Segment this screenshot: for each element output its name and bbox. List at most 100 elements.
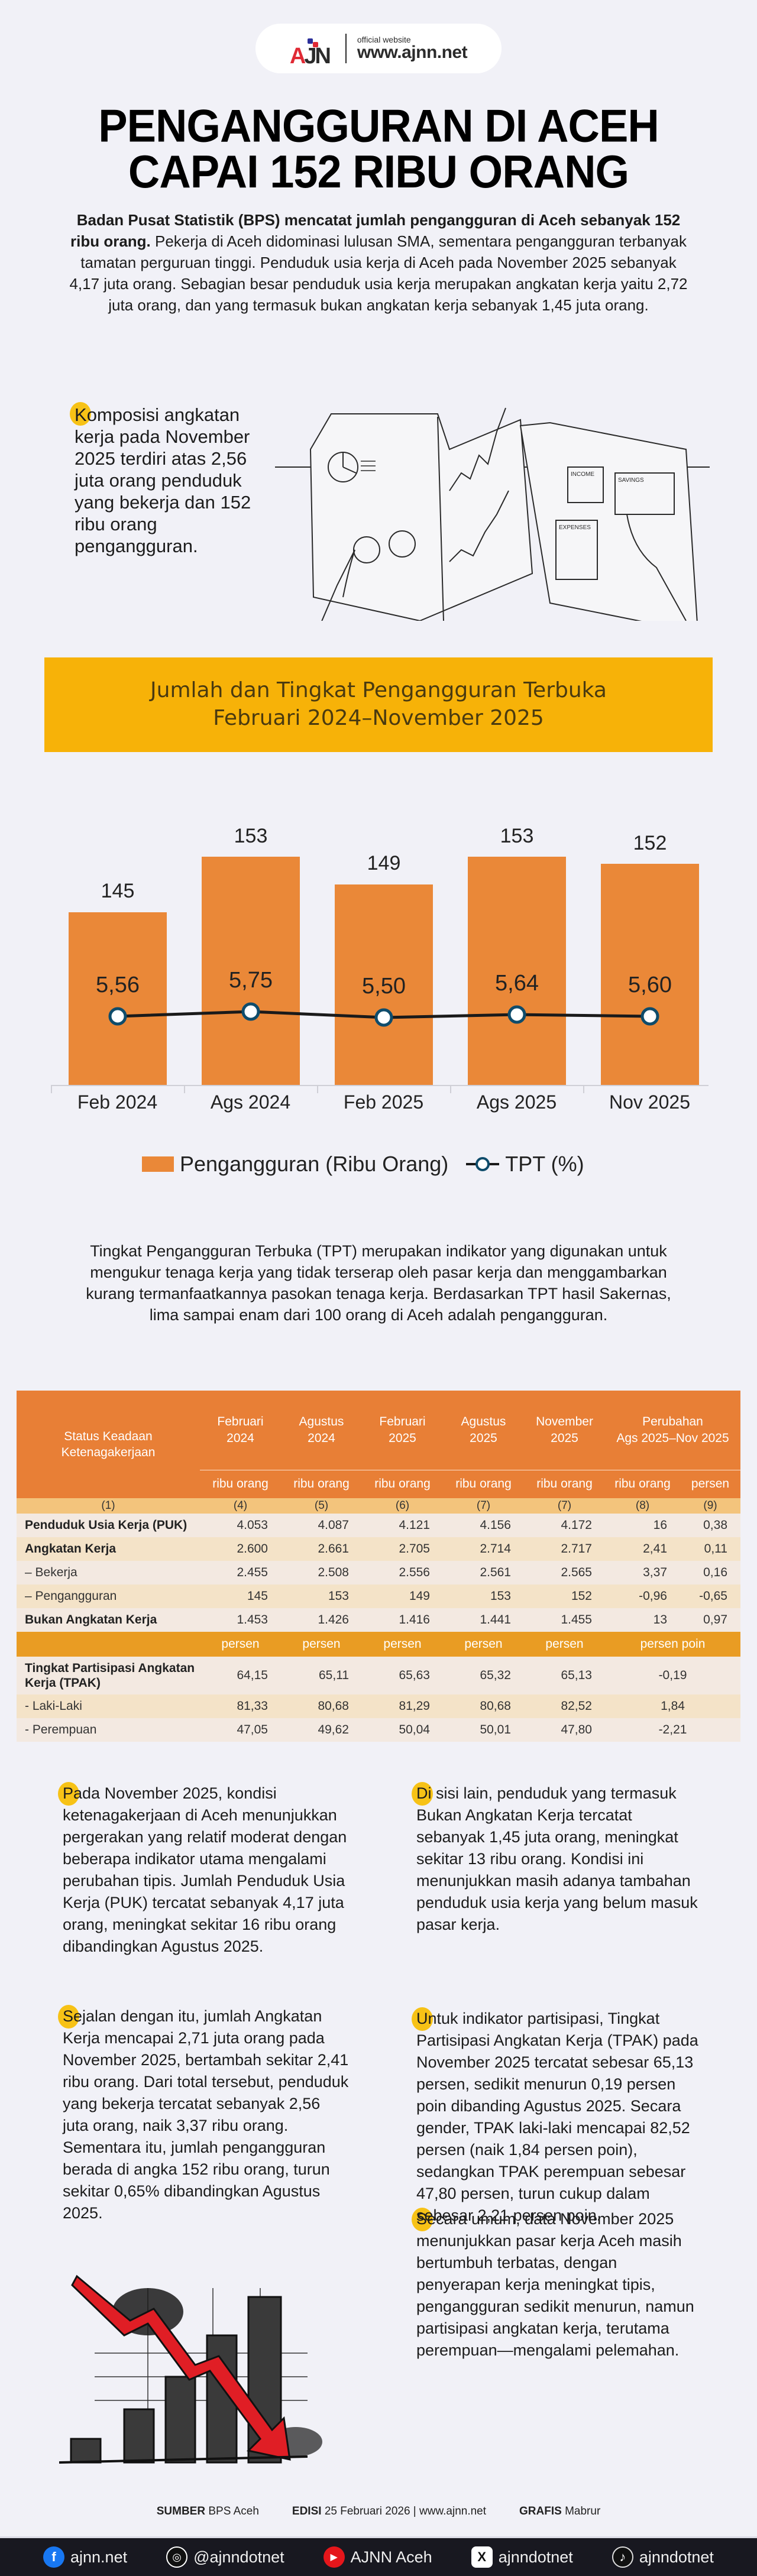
table-row: - Perempuan 47,05 49,62 50,04 50,01 47,80 -2,… <box>17 1718 740 1742</box>
highlight-dot-icon: K <box>75 404 87 425</box>
table-row: – Bekerja 2.455 2.508 2.556 2.561 2.565 3,37 0… <box>17 1561 740 1585</box>
header-period: Februari 2024 <box>217 1415 264 1445</box>
logo-divider <box>345 34 347 63</box>
tpt-marker <box>640 1007 659 1026</box>
chart-legend: Pengangguran (Ribu Orang) TPT (%) <box>142 1152 584 1177</box>
header-period: Februari 2025 <box>379 1415 426 1445</box>
column-number: (5) <box>281 1498 362 1514</box>
svg-text:SAVINGS: SAVINGS <box>618 477 644 484</box>
header-period: November 2025 <box>536 1415 593 1445</box>
unit-label: ribu orang <box>524 1469 605 1498</box>
x-tick-label: Nov 2025 <box>609 1091 690 1113</box>
credits-bar: SUMBER BPS Aceh EDISI 25 Februari 2026 |… <box>0 2505 757 2518</box>
chart-title: Jumlah dan Tingkat Pengangguran Terbuka <box>150 678 607 703</box>
line-marker-icon <box>466 1157 500 1171</box>
column-number: (8) <box>605 1498 680 1514</box>
credit-source: SUMBER BPS Aceh <box>156 2505 259 2517</box>
tpt-marker <box>241 1002 260 1021</box>
paragraph-puk: Pada November 2025, kondisi ketenagakerj… <box>63 1784 347 1955</box>
labor-stats-table: Status Keadaan Ketenagakerjaan Februari 2… <box>17 1391 740 1742</box>
highlight-dot-icon: D <box>416 1784 428 1802</box>
bar-feb-2024 <box>69 912 167 1085</box>
paragraph-tpak: Untuk indikator partisipasi, Tingkat Par… <box>416 2010 698 2224</box>
paragraph-summary: Secara umum, data November 2025 menunjuk… <box>416 2210 694 2359</box>
bar-value-label: 145 <box>101 880 135 902</box>
tpt-value-label: 5,64 <box>495 971 539 996</box>
credit-graphics: GRAFIS Mabrur <box>519 2505 601 2517</box>
instagram-icon: ◎ <box>166 2546 188 2568</box>
unit-label: persen <box>680 1469 740 1498</box>
table-row: Penduduk Usia Kerja (PUK) 4.053 4.087 4.12… <box>17 1514 740 1537</box>
youtube-icon: ▶ <box>323 2546 345 2568</box>
table-row: - Laki-Laki 81,33 80,68 81,29 80,68 82,52 1,8… <box>17 1694 740 1718</box>
bar-ags-2024 <box>202 857 300 1085</box>
header-period: Agustus 2025 <box>461 1415 506 1445</box>
column-number: (4) <box>200 1498 281 1514</box>
table-row: – Pengangguran 145 153 149 153 152 -0,96 -0,65 <box>17 1585 740 1608</box>
header-period: Agustus 2024 <box>299 1415 344 1445</box>
column-number: (1) <box>17 1498 200 1514</box>
bar-value-label: 153 <box>500 825 534 847</box>
highlight-dot-icon: S <box>416 2210 428 2228</box>
highlight-dot-icon: P <box>63 1784 74 1802</box>
tpt-value-label: 5,60 <box>628 973 672 997</box>
social-links-bar: f ajnn.net ◎ @ajnndotnet ▶ AJNN Aceh X a… <box>0 2536 757 2576</box>
declining-chart-illustration <box>59 2274 322 2464</box>
x-axis <box>51 1085 709 1086</box>
tpt-explainer: Tingkat Pengangguran Terbuka (TPT) merup… <box>86 1242 671 1324</box>
unit-label: ribu orang <box>200 1469 281 1498</box>
logo-url: www.ajnn.net <box>357 43 468 62</box>
social-link-x[interactable]: X ajnndotnet <box>471 2546 573 2568</box>
column-number: (6) <box>362 1498 443 1514</box>
svg-text:EXPENSES: EXPENSES <box>559 524 591 531</box>
social-link-instagram[interactable]: ◎ @ajnndotnet <box>166 2546 284 2568</box>
intro-paragraph: Badan Pusat Statistik (BPS) mencatat jum… <box>65 209 692 316</box>
paragraph-bukan-angkatan-kerja: Di sisi lain, penduduk yang termasuk Buk… <box>416 1784 698 1933</box>
table-row: Bukan Angkatan Kerja 1.453 1.426 1.416 1.44… <box>17 1608 740 1632</box>
logo-tagline: official website <box>357 35 411 44</box>
svg-text:INCOME: INCOME <box>571 471 594 478</box>
bar-feb-2025 <box>335 884 433 1085</box>
tiktok-icon: ♪ <box>612 2546 633 2568</box>
page-title: PENGANGGURAN DI ACEH CAPAI 152 RIBU ORAN… <box>0 103 757 195</box>
intro-lead: Badan Pusat Statistik (BPS) mencatat jum… <box>70 211 681 250</box>
column-number: (9) <box>680 1498 740 1514</box>
komposisi-callout: Komposisi angkatan kerja pada November 2… <box>75 404 264 557</box>
unit-label: ribu orang <box>443 1469 524 1498</box>
facebook-icon: f <box>43 2546 64 2568</box>
legend-item-bars: Pengangguran (Ribu Orang) <box>142 1152 448 1177</box>
highlight-dot-icon: U <box>416 2010 428 2027</box>
unit-label: ribu orang <box>362 1469 443 1498</box>
tpt-value-label: 5,56 <box>96 973 140 997</box>
title-line-1: PENGANGGURAN DI ACEH <box>98 100 659 152</box>
ajnn-logo-icon: AJN <box>290 31 335 69</box>
chart-subtitle: Februari 2024–November 2025 <box>213 706 544 730</box>
tpt-marker <box>374 1008 393 1027</box>
bar-value-label: 152 <box>633 832 667 854</box>
legend-item-line: TPT (%) <box>466 1152 584 1177</box>
social-link-facebook[interactable]: f ajnn.net <box>43 2546 127 2568</box>
x-tick-label: Feb 2024 <box>77 1091 158 1113</box>
komposisi-text: omposisi angkatan kerja pada November 20… <box>75 404 251 556</box>
bar-swatch-icon <box>142 1156 174 1172</box>
bar-value-label: 153 <box>234 825 268 847</box>
tpt-marker <box>108 1007 127 1026</box>
unit-label: ribu orang <box>281 1469 362 1498</box>
credit-edition: EDISI 25 Februari 2026 | www.ajnn.net <box>292 2505 487 2517</box>
social-link-tiktok[interactable]: ♪ ajnndotnet <box>612 2546 714 2568</box>
highlight-dot-icon: S <box>63 2007 74 2025</box>
site-logo-badge[interactable]: AJN official website www.ajnn.net <box>255 24 502 73</box>
intro-body: Pekerja di Aceh didominasi lulusan SMA, … <box>69 232 688 314</box>
x-tick-label: Feb 2025 <box>343 1091 424 1113</box>
tpt-marker <box>507 1005 526 1024</box>
title-line-2: CAPAI 152 RIBU ORANG <box>128 145 629 197</box>
header-status: Status Keadaan Ketenagakerjaan <box>61 1429 156 1459</box>
unit-label: ribu orang <box>605 1469 680 1498</box>
report-book-illustration: INCOME SAVINGS EXPENSES <box>275 407 710 621</box>
table-row: Angkatan Kerja 2.600 2.661 2.705 2.714 2.717… <box>17 1537 740 1561</box>
social-link-youtube[interactable]: ▶ AJNN Aceh <box>323 2546 432 2568</box>
column-number: (7) <box>524 1498 605 1514</box>
x-icon: X <box>471 2546 493 2568</box>
tpt-value-label: 5,75 <box>229 968 273 993</box>
x-tick-label: Ags 2025 <box>476 1091 557 1113</box>
